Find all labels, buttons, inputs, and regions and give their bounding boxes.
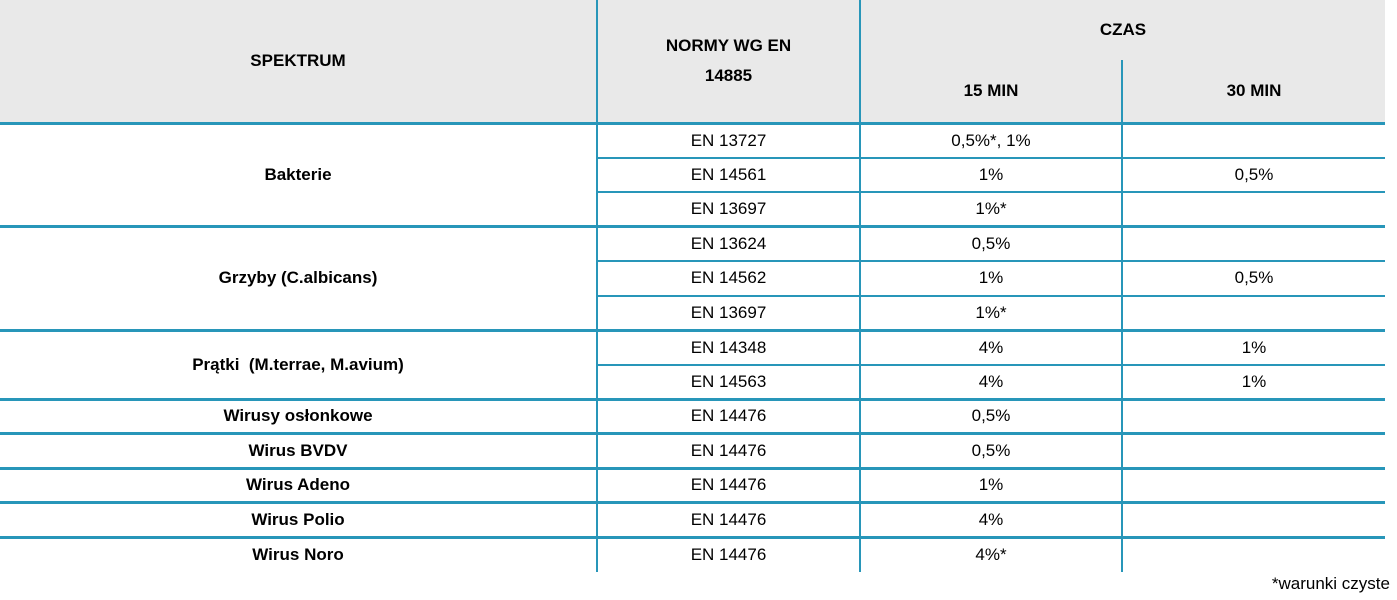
value-15min-cell: 4% <box>860 363 1123 399</box>
value-30min-cell <box>1122 191 1385 227</box>
norm-cell: EN 13624 <box>597 225 861 261</box>
table-row: Bakterie EN 13727 0,5%*, 1% <box>0 121 1385 227</box>
value-15min-cell: 1% <box>860 466 1123 503</box>
spektrum-cell: Grzyby (C.albicans) <box>0 225 598 330</box>
value-15min-cell: 1%* <box>860 191 1123 227</box>
header-normy-label: NORMY WG EN 14885 <box>665 36 792 85</box>
header-15min: 15 MIN <box>860 60 1123 123</box>
value-30min-cell <box>1122 466 1385 503</box>
spektrum-cell: Wirus Noro <box>0 535 598 572</box>
value-30min-cell <box>1122 121 1385 158</box>
table-row: Wirus BVDV EN 14476 0,5% <box>0 432 1385 468</box>
header-spektrum: SPEKTRUM <box>0 0 598 123</box>
value-30min-cell: 1% <box>1122 328 1385 365</box>
header-czas: CZAS <box>860 0 1385 60</box>
header-normy: NORMY WG EN 14885 <box>597 0 861 123</box>
value-30min-cell <box>1122 225 1385 261</box>
table-row: Wirus Noro EN 14476 4%* <box>0 535 1385 572</box>
value-15min-cell: 1% <box>860 260 1123 296</box>
value-30min-cell: 0,5% <box>1122 260 1385 296</box>
table-header: SPEKTRUM NORMY WG EN 14885 CZAS 15 MIN 3… <box>0 0 1385 123</box>
table-row: Grzyby (C.albicans) EN 13624 0,5% <box>0 225 1385 330</box>
table-body: Bakterie EN 13727 0,5%*, 1% EN 14561 1% 0,5% E… <box>0 121 1385 572</box>
value-30min-cell <box>1122 432 1385 468</box>
spectrum-table: SPEKTRUM NORMY WG EN 14885 CZAS 15 MIN 3… <box>0 0 1385 572</box>
norm-cell: EN 14476 <box>597 432 861 468</box>
value-30min-cell <box>1122 294 1385 330</box>
table-row: Wirus Adeno EN 14476 1% <box>0 466 1385 503</box>
header-row-sub: 15 MIN 30 MIN <box>0 60 1385 123</box>
value-30min-cell <box>1122 501 1385 537</box>
spektrum-cell: Wirus Adeno <box>0 466 598 503</box>
norm-cell: EN 14563 <box>597 363 861 399</box>
spektrum-cell: Wirus Polio <box>0 501 598 537</box>
value-30min-cell: 1% <box>1122 363 1385 399</box>
norm-cell: EN 14348 <box>597 328 861 365</box>
norm-cell: EN 14562 <box>597 260 861 296</box>
value-15min-cell: 4%* <box>860 535 1123 572</box>
value-30min-cell <box>1122 397 1385 434</box>
header-row-top: SPEKTRUM NORMY WG EN 14885 CZAS <box>0 0 1385 123</box>
norm-cell: EN 13727 <box>597 121 861 158</box>
value-30min-cell: 0,5% <box>1122 156 1385 192</box>
value-15min-cell: 0,5%*, 1% <box>860 121 1123 158</box>
norm-cell: EN 14476 <box>597 466 861 503</box>
value-15min-cell: 4% <box>860 328 1123 365</box>
norm-cell: EN 14476 <box>597 535 861 572</box>
spektrum-cell: Wirus BVDV <box>0 432 598 468</box>
table-row: Prątki (M.terrae, M.avium) EN 14348 4% 1% <box>0 328 1385 399</box>
footnote: *warunki czyste <box>1271 573 1390 593</box>
value-15min-cell: 0,5% <box>860 397 1123 434</box>
spektrum-cell: Wirusy osłonkowe <box>0 397 598 434</box>
value-15min-cell: 4% <box>860 501 1123 537</box>
header-30min: 30 MIN <box>1122 60 1385 123</box>
value-15min-cell: 0,5% <box>860 432 1123 468</box>
norm-cell: EN 14476 <box>597 501 861 537</box>
norm-cell: EN 14476 <box>597 397 861 434</box>
table-row: EN 13697 1%* <box>0 294 1385 330</box>
norm-cell: EN 13697 <box>597 294 861 330</box>
table-row: Wirusy osłonkowe EN 14476 0,5% <box>0 397 1385 434</box>
spektrum-cell: Bakterie <box>0 121 598 227</box>
value-15min-cell: 1% <box>860 156 1123 192</box>
norm-cell: EN 14561 <box>597 156 861 192</box>
value-15min-cell: 1%* <box>860 294 1123 330</box>
value-30min-cell <box>1122 535 1385 572</box>
value-15min-cell: 0,5% <box>860 225 1123 261</box>
norm-cell: EN 13697 <box>597 191 861 227</box>
table-row: Wirus Polio EN 14476 4% <box>0 501 1385 537</box>
spektrum-cell: Prątki (M.terrae, M.avium) <box>0 328 598 399</box>
